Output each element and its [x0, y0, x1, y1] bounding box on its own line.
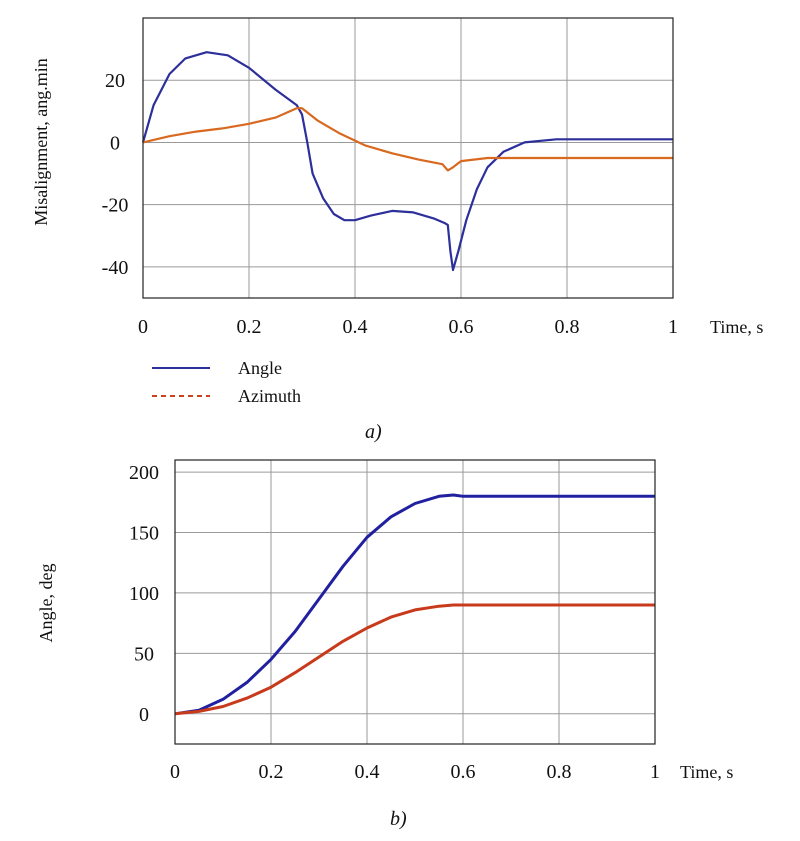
chart-a-frame — [142, 17, 674, 299]
chart-a-y-tick-label: 20 — [105, 70, 125, 92]
chart-a-y-tick-label: 0 — [110, 132, 120, 154]
chart-a-series — [141, 51, 673, 272]
legend-label-angle: Angle — [238, 358, 282, 378]
chart-b-y-axis-label: Angle, deg — [36, 564, 56, 643]
chart-a-y-axis-label: Misalignment, ang.min — [31, 58, 51, 225]
chart-a-y-tick-label: -40 — [102, 257, 129, 279]
chart-a-series-line-angle — [141, 51, 673, 272]
chart-b-x-tick-label: 1 — [650, 761, 660, 783]
chart-b-x-tick-label: 0.6 — [451, 761, 476, 783]
chart-a-panel-label: a) — [365, 421, 382, 443]
chart-a-x-tick-label: 0.4 — [343, 316, 368, 338]
chart-b-x-tick-label: 0.8 — [547, 761, 572, 783]
chart-b-x-ticks: 0 0.2 0.4 0.6 0.8 1 — [170, 761, 660, 783]
chart-b-x-tick-label: 0 — [170, 761, 180, 783]
chart-a-legend: Angle Azimuth — [152, 358, 301, 406]
chart-b-x-tick-label: 0.4 — [355, 761, 380, 783]
chart-b: 0 0.2 0.4 0.6 0.8 1 200 150 100 50 0 Time, s Angl… — [36, 459, 733, 830]
chart-b-panel-label: b) — [390, 808, 407, 830]
chart-b-y-tick-label: 200 — [129, 462, 159, 484]
chart-b-y-tick-label: 100 — [129, 583, 159, 605]
chart-a-x-tick-label: 0.8 — [555, 316, 580, 338]
chart-a-x-tick-label: 1 — [668, 316, 678, 338]
chart-a-x-tick-label: 0 — [138, 316, 148, 338]
chart-b-y-tick-label: 50 — [134, 643, 154, 665]
chart-a-series-line-azimuth — [142, 107, 673, 172]
chart-a-x-tick-label: 0.6 — [449, 316, 474, 338]
chart-a: 0 0.2 0.4 0.6 0.8 1 20 0 -20 -40 Time, s Misalig… — [31, 17, 763, 443]
chart-b-series-line-1 — [174, 603, 655, 716]
chart-a-x-axis-label: Time, s — [710, 317, 763, 337]
chart-a-x-tick-label: 0.2 — [237, 316, 262, 338]
legend-label-azimuth: Azimuth — [238, 386, 301, 406]
chart-b-x-axis-label: Time, s — [680, 762, 733, 782]
chart-a-grid — [143, 18, 673, 298]
chart-b-frame — [174, 459, 656, 745]
chart-b-y-ticks: 200 150 100 50 0 — [129, 462, 159, 726]
chart-a-y-tick-label: -20 — [102, 195, 129, 217]
chart-b-grid — [175, 460, 655, 744]
chart-b-x-tick-label: 0.2 — [259, 761, 284, 783]
chart-b-series — [174, 493, 655, 716]
chart-a-y-ticks: 20 0 -20 -40 — [102, 70, 129, 279]
chart-b-series-line-0 — [174, 493, 655, 716]
chart-a-x-ticks: 0 0.2 0.4 0.6 0.8 1 — [138, 316, 678, 338]
chart-b-y-tick-label: 0 — [139, 704, 149, 726]
chart-b-y-tick-label: 150 — [129, 523, 159, 545]
